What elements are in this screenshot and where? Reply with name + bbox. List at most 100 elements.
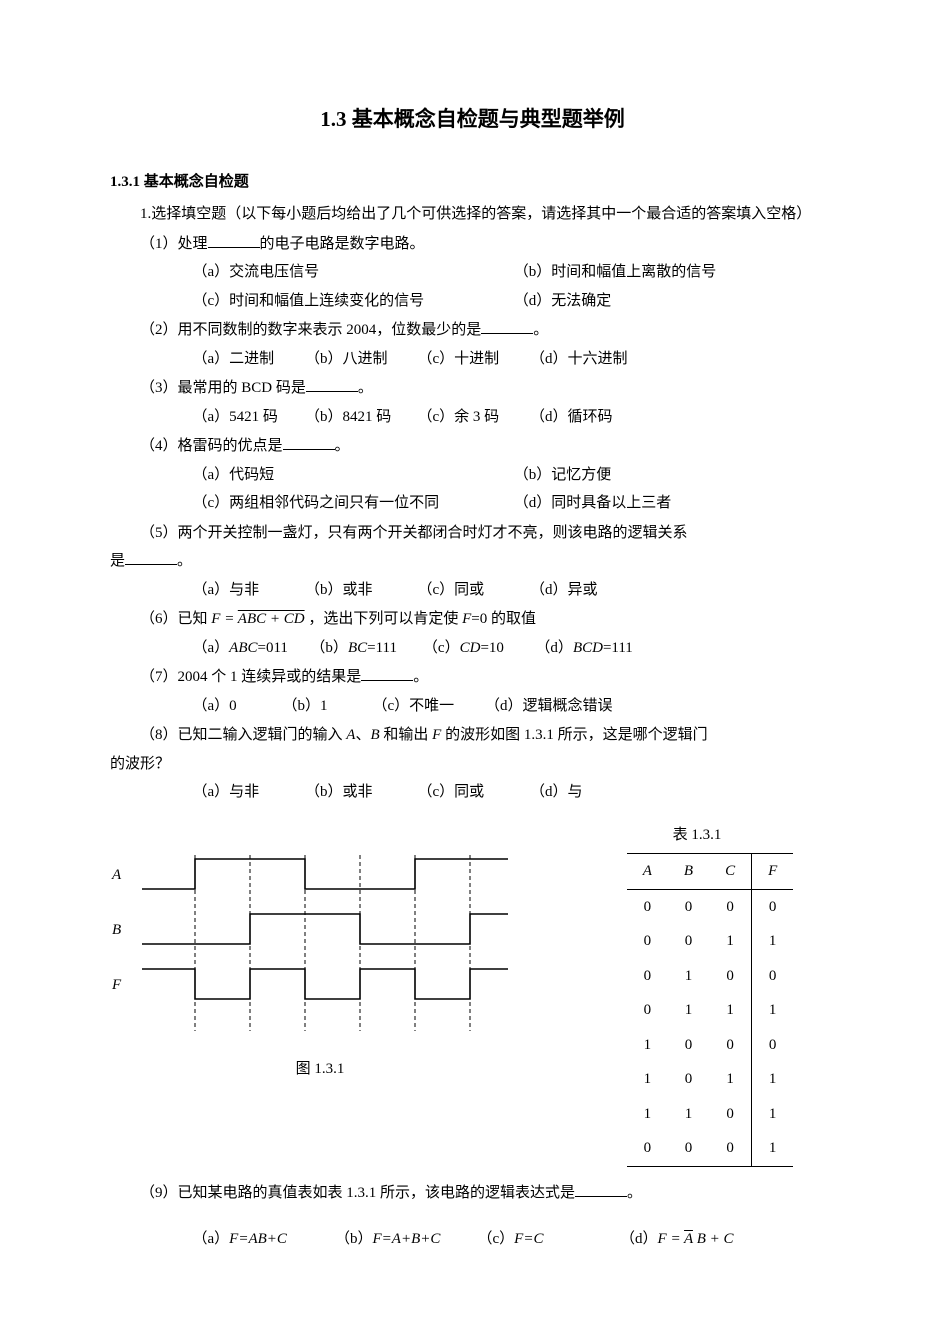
q8-var-b: B [370,727,379,743]
q9a-pre: （a） [193,1231,230,1247]
q5-stem-post: 。 [177,553,192,569]
q8-var-f: F [432,727,441,743]
q4-opt-d: （d）同时具备以上三者 [514,489,835,518]
q4-stem-post: 。 [335,438,350,454]
q8-pre: （8）已知二输入逻辑门的输入 [140,727,346,743]
q6c-post: =10 [480,640,503,656]
question-6: （6）已知 F = ABC + CD ，选出下列可以肯定使 F=0 的取值 [110,605,835,634]
q2-opt-b: （b）八进制 [305,345,418,374]
q9d-pre: （d） [620,1231,658,1247]
question-8-cont: 的波形？ [110,750,835,779]
truth-table-title: 表 1.3.1 [585,821,835,850]
blank [575,1183,627,1197]
svg-text:A: A [111,867,122,883]
q6a-pre: （a） [193,640,230,656]
question-4: （4）格雷码的优点是 。 [110,432,835,461]
q6-f2: F [462,611,471,627]
q6d-post: =111 [603,640,633,656]
q3-opt-d: （d）循环码 [530,403,643,432]
blank [361,668,413,682]
figure-table-area: A B F 图 1.3.1 表 1.3.1 ABCF0000001101000111… [110,821,835,1167]
q8-sep: 、 [355,727,370,743]
q9-stem-pre: （9）已知某电路的真值表如表 1.3.1 所示，该电路的逻辑表达式是 [140,1185,575,1201]
q8-mid: 和输出 [380,727,433,743]
q2-stem-pre: （2）用不同数制的数字来表示 2004，位数最少的是 [140,322,481,338]
q6a-var: ABC [229,640,257,656]
q6c-pre: （c） [423,640,460,656]
q3-opt-c: （c）余 3 码 [418,403,531,432]
q9-opt-b: （b）F=A+B+C [335,1225,478,1254]
question-1: （1）处理的电子电路是数字电路。 [110,230,835,259]
q5-cont: 是 [110,553,125,569]
q1-opt-d: （d）无法确定 [514,287,835,316]
q5-opt-d: （d）异或 [530,576,643,605]
q9b-pre: （b） [335,1231,373,1247]
q3-stem-post: 。 [358,380,373,396]
q2-options: （a）二进制 （b）八进制 （c）十进制 （d）十六进制 [110,345,835,374]
q4-options-row1: （a）代码短 （b）记忆方便 [110,461,835,490]
q9d-a: A [684,1231,693,1247]
question-8: （8）已知二输入逻辑门的输入 A、B 和输出 F 的波形如图 1.3.1 所示，… [110,721,835,750]
q1-stem-post: 的电子电路是数字电路。 [260,236,425,252]
q7-stem-pre: （7）2004 个 1 连续异或的结果是 [140,669,361,685]
svg-text:F: F [111,977,122,993]
q3-stem-pre: （3）最常用的 BCD 码是 [140,380,306,396]
timing-diagram-block: A B F 图 1.3.1 [110,821,530,1167]
question-9: （9）已知某电路的真值表如表 1.3.1 所示，该电路的逻辑表达式是。 [110,1179,835,1208]
q9d-rest: B + C [693,1231,734,1247]
q8-options: （a）与非 （b）或非 （c）同或 （d）与 [110,778,835,807]
q6-opt-d: （d）BCD=111 [535,634,655,663]
blank [306,379,358,393]
question-5-cont: 是。 [110,547,835,576]
q9c-pre: （c） [478,1231,515,1247]
blank [481,321,533,335]
truth-table: ABCF00000011010001111000101111010001 [627,853,794,1167]
q7-stem-post: 。 [413,669,428,685]
q9d-eq: = [667,1231,684,1247]
q7-opt-b: （b）1 [283,692,373,721]
page-title: 1.3 基本概念自检题与典型题举例 [110,100,835,140]
q6-post: =0 的取值 [471,611,536,627]
q8-opt-c: （c）同或 [418,778,531,807]
q5-stem-pre: （5）两个开关控制一盏灯，只有两个开关都闭合时灯才不亮，则该电路的逻辑关系 [140,525,688,541]
q1-opt-c: （c）时间和幅值上连续变化的信号 [193,287,514,316]
q6-mid: ，选出下列可以肯定使 [305,611,463,627]
q2-stem-post: 。 [533,322,548,338]
q3-opt-b: （b）8421 码 [305,403,418,432]
q6d-var: BCD [573,640,603,656]
timing-caption: 图 1.3.1 [110,1055,530,1084]
q7-opt-c: （c）不唯一 [373,692,486,721]
q9a-f: F=AB+C [229,1231,287,1247]
q4-opt-b: （b）记忆方便 [514,461,835,490]
q6-opt-c: （c）CD=10 [423,634,536,663]
q3-options: （a）5421 码 （b）8421 码 （c）余 3 码 （d）循环码 [110,403,835,432]
q4-stem-pre: （4）格雷码的优点是 [140,438,283,454]
q8-post: 的波形如图 1.3.1 所示，这是哪个逻辑门 [441,727,707,743]
q5-opt-a: （a）与非 [193,576,306,605]
q2-opt-d: （d）十六进制 [530,345,650,374]
truth-table-block: 表 1.3.1 ABCF0000001101000111100010111101… [585,821,835,1167]
timing-diagram: A B F [110,849,530,1039]
q6a-post: =011 [258,640,288,656]
q8-opt-d: （d）与 [530,778,643,807]
q9c-f: F=C [514,1231,543,1247]
q6b-var: BC [348,640,367,656]
q1-options-row2: （c）时间和幅值上连续变化的信号 （d）无法确定 [110,287,835,316]
q2-opt-a: （a）二进制 [193,345,306,374]
q2-opt-c: （c）十进制 [418,345,531,374]
q4-opt-c: （c）两组相邻代码之间只有一位不同 [193,489,514,518]
q9b-f: F=A+B+C [373,1231,441,1247]
section-heading: 1.3.1 基本概念自检题 [110,168,835,197]
q9-opt-a: （a）F=AB+C [193,1225,336,1254]
question-3: （3）最常用的 BCD 码是 。 [110,374,835,403]
q4-options-row2: （c）两组相邻代码之间只有一位不同 （d）同时具备以上三者 [110,489,835,518]
q6-opt-a: （a）ABC=011 [193,634,311,663]
q6b-post: =111 [367,640,397,656]
question-5: （5）两个开关控制一盏灯，只有两个开关都闭合时灯才不亮，则该电路的逻辑关系 [110,519,835,548]
svg-text:B: B [112,922,121,938]
q6-rhs: ABC + CD [238,611,305,627]
q6b-pre: （b） [310,640,348,656]
q7-opt-d: （d）逻辑概念错误 [485,692,635,721]
blank [283,437,335,451]
q8-opt-a: （a）与非 [193,778,306,807]
